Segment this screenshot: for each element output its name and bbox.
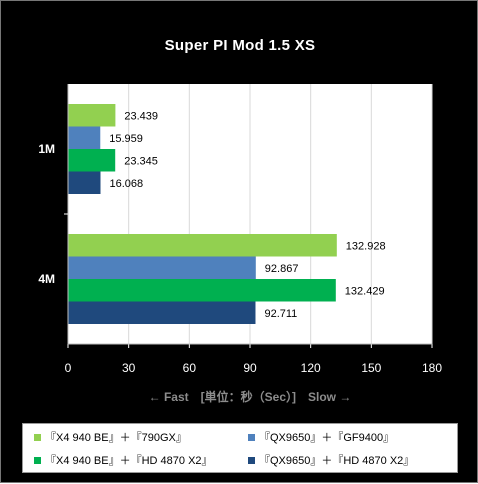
x-tick-label: 150 [361, 361, 381, 375]
bar [68, 234, 337, 257]
category-label: 1M [38, 142, 55, 156]
data-label: 15.959 [109, 133, 143, 145]
legend-item-1: 『X4 940 BE』＋『790GX』 [34, 431, 187, 445]
data-label: 23.439 [124, 110, 158, 122]
legend-label-1: 『X4 940 BE』＋『790GX』 [45, 432, 187, 444]
legend-label-4: 『QX9650』＋『HD 4870 X2』 [259, 455, 415, 467]
legend-swatch-2 [248, 434, 255, 441]
legend-item-2: 『QX9650』＋『GF9400』 [248, 431, 394, 445]
legend-label-3: 『X4 940 BE』＋『HD 4870 X2』 [45, 455, 213, 467]
data-label: 132.928 [346, 240, 386, 252]
x-tick-label: 0 [65, 361, 72, 375]
bar [68, 279, 336, 302]
axis-note: ← Fast [単位：秒（Sec）] Slow → [148, 390, 352, 404]
legend-swatch-1 [34, 434, 41, 441]
legend-item-3: 『X4 940 BE』＋『HD 4870 X2』 [34, 454, 213, 468]
data-label: 23.345 [124, 155, 158, 167]
data-label: 16.068 [109, 178, 143, 190]
legend: 『X4 940 BE』＋『790GX』 『QX9650』＋『GF9400』 『X… [22, 423, 458, 473]
category-label: 4M [38, 272, 55, 286]
x-tick-label: 90 [243, 361, 257, 375]
x-tick-label: 180 [422, 361, 442, 375]
chart-title: Super PI Mod 1.5 XS [164, 37, 316, 54]
bar [68, 301, 256, 324]
x-tick-label: 60 [183, 361, 197, 375]
legend-item-4: 『QX9650』＋『HD 4870 X2』 [248, 454, 414, 468]
x-tick-label: 30 [122, 361, 136, 375]
data-label: 92.711 [264, 308, 297, 320]
data-label: 92.867 [265, 263, 299, 275]
x-tick-label: 120 [301, 361, 321, 375]
data-label: 132.429 [345, 285, 385, 297]
legend-swatch-4 [248, 457, 255, 464]
bar [68, 171, 101, 194]
legend-swatch-3 [34, 457, 41, 464]
bar [68, 256, 256, 279]
bar [68, 126, 101, 149]
legend-label-2: 『QX9650』＋『GF9400』 [259, 432, 395, 444]
bar [68, 149, 116, 172]
bar [68, 104, 116, 127]
